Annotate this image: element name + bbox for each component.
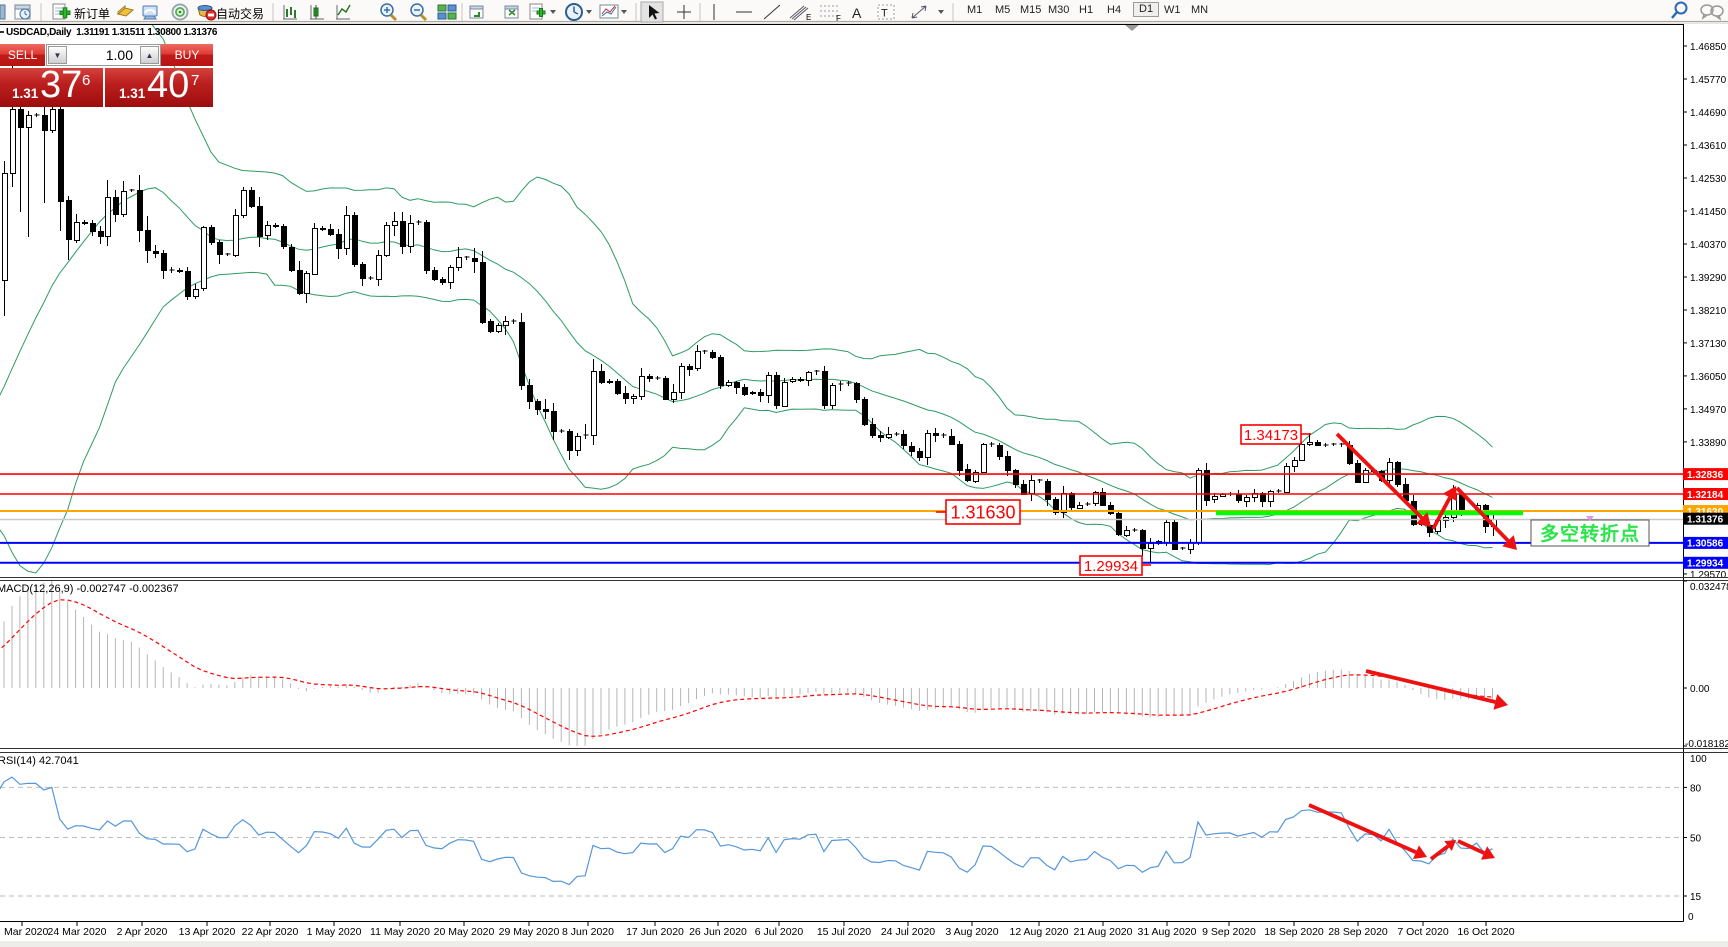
svg-text:9 Sep 2020: 9 Sep 2020: [1202, 926, 1256, 938]
svg-text:80: 80: [1690, 783, 1702, 794]
svg-text:1.29934: 1.29934: [1084, 558, 1138, 575]
svg-text:A: A: [852, 5, 862, 21]
svg-text:1.36050: 1.36050: [1690, 372, 1727, 383]
svg-text:50: 50: [1690, 834, 1702, 845]
svg-text:1.31376: 1.31376: [1687, 515, 1724, 526]
svg-text:13 Apr 2020: 13 Apr 2020: [179, 926, 236, 938]
svg-text:1.33890: 1.33890: [1690, 438, 1727, 449]
svg-text:1.45770: 1.45770: [1690, 75, 1727, 86]
svg-text:0.032478: 0.032478: [1690, 582, 1728, 593]
svg-text:1.30586: 1.30586: [1687, 539, 1724, 550]
svg-text:1 May 2020: 1 May 2020: [307, 926, 362, 938]
svg-text:1.37130: 1.37130: [1690, 339, 1727, 350]
svg-text:1.32184: 1.32184: [1687, 490, 1724, 501]
svg-text:Mar 2020: Mar 2020: [4, 926, 49, 938]
svg-text:22 Apr 2020: 22 Apr 2020: [242, 926, 299, 938]
svg-text:1.39290: 1.39290: [1690, 273, 1727, 284]
svg-text:11 May 2020: 11 May 2020: [370, 926, 430, 938]
svg-text:17 Jun 2020: 17 Jun 2020: [626, 926, 684, 938]
svg-text:15: 15: [1690, 892, 1702, 903]
svg-text:21 Aug 2020: 21 Aug 2020: [1074, 926, 1133, 938]
svg-text:1.31630: 1.31630: [1687, 507, 1724, 518]
svg-text:-0.018182: -0.018182: [1685, 739, 1728, 750]
svg-text:1.34173: 1.34173: [1244, 427, 1298, 444]
svg-text:16 Oct 2020: 16 Oct 2020: [1457, 926, 1514, 938]
svg-text:1.38210: 1.38210: [1690, 306, 1727, 317]
svg-text:1.40370: 1.40370: [1690, 240, 1727, 251]
svg-text:12 Aug 2020: 12 Aug 2020: [1010, 926, 1069, 938]
svg-text:MACD(12,26,9) -0.002747 -0.002: MACD(12,26,9) -0.002747 -0.002367: [0, 583, 179, 595]
svg-text:1.43610: 1.43610: [1690, 141, 1727, 152]
svg-text:0.00: 0.00: [1690, 684, 1710, 695]
svg-text:29 May 2020: 29 May 2020: [499, 926, 560, 938]
svg-text:T: T: [881, 8, 888, 20]
svg-text:7 Oct 2020: 7 Oct 2020: [1397, 926, 1449, 938]
svg-text:1.29570: 1.29570: [1690, 570, 1727, 581]
svg-text:1.42530: 1.42530: [1690, 174, 1727, 185]
svg-text:3 Aug 2020: 3 Aug 2020: [945, 926, 998, 938]
svg-text:1.34970: 1.34970: [1690, 405, 1727, 416]
svg-text:1.32836: 1.32836: [1687, 470, 1724, 481]
svg-text:18 Sep 2020: 18 Sep 2020: [1264, 926, 1324, 938]
svg-text:26 Jun 2020: 26 Jun 2020: [689, 926, 747, 938]
svg-text:15 Jul 2020: 15 Jul 2020: [817, 926, 871, 938]
svg-text:1.46850: 1.46850: [1690, 42, 1727, 53]
svg-text:28 Sep 2020: 28 Sep 2020: [1328, 926, 1388, 938]
svg-text:100: 100: [1690, 754, 1707, 765]
svg-text:1.29934: 1.29934: [1687, 559, 1724, 570]
svg-text:多空转折点: 多空转折点: [1540, 522, 1640, 545]
svg-text:8 Jun 2020: 8 Jun 2020: [562, 926, 614, 938]
svg-text:1.41450: 1.41450: [1690, 207, 1727, 218]
svg-text:1.44690: 1.44690: [1690, 108, 1727, 119]
svg-text:0: 0: [1688, 912, 1694, 923]
svg-text:24 Jul 2020: 24 Jul 2020: [881, 926, 935, 938]
svg-text:31 Aug 2020: 31 Aug 2020: [1138, 926, 1197, 938]
svg-text:6 Jul 2020: 6 Jul 2020: [755, 926, 804, 938]
svg-text:1.31630: 1.31630: [950, 502, 1015, 522]
svg-text:24 Mar 2020: 24 Mar 2020: [48, 926, 107, 938]
svg-text:20 May 2020: 20 May 2020: [434, 926, 495, 938]
svg-text:E: E: [806, 13, 811, 22]
svg-text:2 Apr 2020: 2 Apr 2020: [117, 926, 168, 938]
svg-text:F: F: [836, 14, 841, 23]
svg-text:RSI(14) 42.7041: RSI(14) 42.7041: [0, 755, 79, 767]
